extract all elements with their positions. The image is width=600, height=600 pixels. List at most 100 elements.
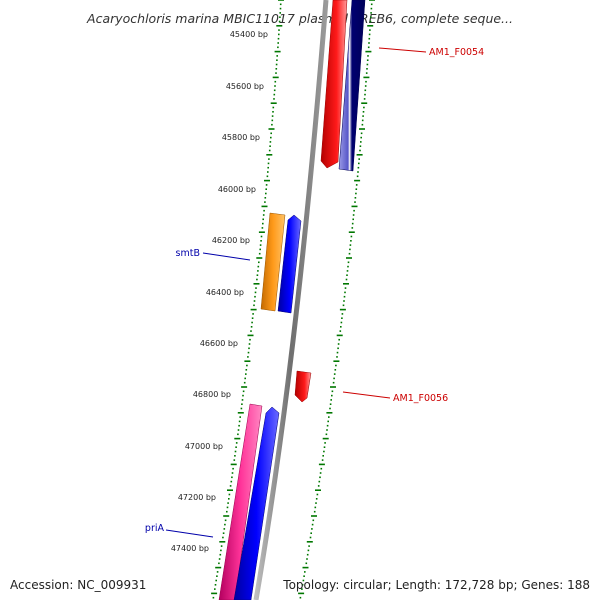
gene-label-am1-f0054[interactable]: AM1_F0054	[429, 47, 484, 58]
ruler-dot	[214, 584, 217, 586]
ruler-dot	[365, 80, 367, 83]
tick-label: 46000 bp	[218, 185, 256, 194]
ruler-dot	[231, 476, 233, 479]
ruler-dot	[214, 588, 216, 590]
ruler-tick	[336, 334, 343, 337]
ruler-dot	[309, 536, 312, 539]
ruler-dot	[370, 3, 373, 6]
ruler-dot	[354, 201, 356, 203]
ruler-dot	[260, 240, 262, 242]
gene-label-am1-f0056[interactable]: AM1_F0056	[393, 393, 448, 404]
ruler-dot	[319, 472, 322, 474]
ruler-tick	[261, 205, 268, 208]
ruler-dot	[337, 347, 339, 350]
ruler-dot	[274, 80, 277, 83]
ruler-tick	[276, 25, 283, 27]
ruler-dot	[301, 584, 304, 586]
ruler-dot	[242, 390, 245, 393]
ruler-dot	[330, 399, 332, 401]
ruler-dot	[275, 72, 277, 74]
ruler-dot	[268, 158, 270, 160]
gene-label-smtb[interactable]: smtB	[176, 248, 200, 259]
ruler-tick	[266, 154, 273, 156]
ruler-dot	[278, 29, 280, 31]
ruler-dot	[329, 403, 332, 405]
ruler-dot	[366, 63, 369, 66]
ruler-dot	[308, 545, 310, 547]
ruler-dot	[312, 519, 315, 522]
ruler-tick	[219, 541, 226, 543]
feature-red-upper	[320, 0, 348, 169]
ruler-dot	[353, 209, 355, 212]
ruler-dot	[369, 20, 372, 23]
ruler-dot	[237, 429, 240, 431]
feature-blue-middle	[277, 214, 302, 314]
ruler-dot	[328, 416, 330, 418]
ruler-dot	[271, 119, 274, 122]
ruler-dot	[341, 313, 344, 315]
ruler-dot	[265, 184, 268, 186]
ruler-dot	[238, 424, 240, 427]
ruler-dot	[335, 364, 337, 367]
tick-label: 45600 bp	[226, 82, 264, 91]
ruler-dot	[316, 493, 319, 496]
ruler-dot	[350, 235, 353, 238]
leader-smtb	[202, 252, 251, 261]
ruler-dot	[243, 381, 246, 384]
ruler-dot	[299, 596, 302, 599]
ruler-dot	[314, 506, 317, 509]
ruler-dot	[360, 136, 362, 139]
ruler-dot	[277, 42, 279, 44]
ruler-dot	[351, 227, 354, 229]
ruler-dot	[345, 278, 348, 281]
ruler-dot	[273, 98, 275, 100]
ruler-tick	[272, 76, 279, 79]
ruler-dot	[367, 55, 369, 57]
ruler-tick	[230, 463, 237, 466]
feature-pink	[218, 403, 263, 600]
ruler-dot	[257, 265, 260, 268]
ruler-dot	[368, 37, 371, 40]
ruler-dot	[235, 446, 237, 448]
ruler-dot	[349, 244, 352, 246]
ruler-dot	[326, 424, 329, 427]
ruler-dot	[228, 493, 231, 496]
ruler-dot	[270, 136, 272, 139]
ruler-dot	[250, 326, 253, 328]
ruler-dot	[363, 98, 366, 100]
ruler-dot	[234, 455, 236, 457]
ruler-dot	[347, 265, 349, 268]
ruler-tick	[369, 0, 375, 1]
ruler-dot	[264, 201, 266, 203]
feature-navy-upper	[338, 0, 366, 172]
gene-label-pria[interactable]: priA	[145, 523, 165, 534]
ruler-tick	[256, 257, 263, 259]
ruler-dot	[271, 123, 273, 126]
ruler-dot	[368, 33, 371, 36]
ruler-dot	[262, 218, 264, 221]
ruler-tick	[264, 179, 270, 182]
ruler-dot	[258, 252, 261, 255]
accession-text: Accession: NC_009931	[10, 578, 147, 592]
ruler-dot	[355, 188, 358, 190]
ruler-dot	[226, 510, 228, 513]
ruler-dot	[360, 141, 362, 143]
ruler-dot	[359, 145, 362, 147]
ruler-dot	[333, 377, 335, 380]
ruler-dot	[362, 111, 365, 113]
ruler-dot	[331, 390, 334, 393]
ruler-dot	[302, 579, 305, 582]
ruler-dot	[266, 175, 269, 178]
ruler-dot	[252, 313, 254, 315]
ruler-dot	[340, 321, 343, 324]
ruler-dot	[254, 291, 257, 294]
ruler-dot	[311, 523, 314, 526]
ruler-tick	[278, 0, 284, 1]
ruler-dot	[263, 209, 265, 212]
ruler-dot	[272, 106, 275, 109]
ruler-dot	[279, 3, 282, 6]
ruler-dot	[342, 304, 345, 307]
ruler-dot	[250, 330, 252, 332]
ruler-tick	[367, 25, 374, 27]
ruler-dot	[239, 416, 241, 418]
